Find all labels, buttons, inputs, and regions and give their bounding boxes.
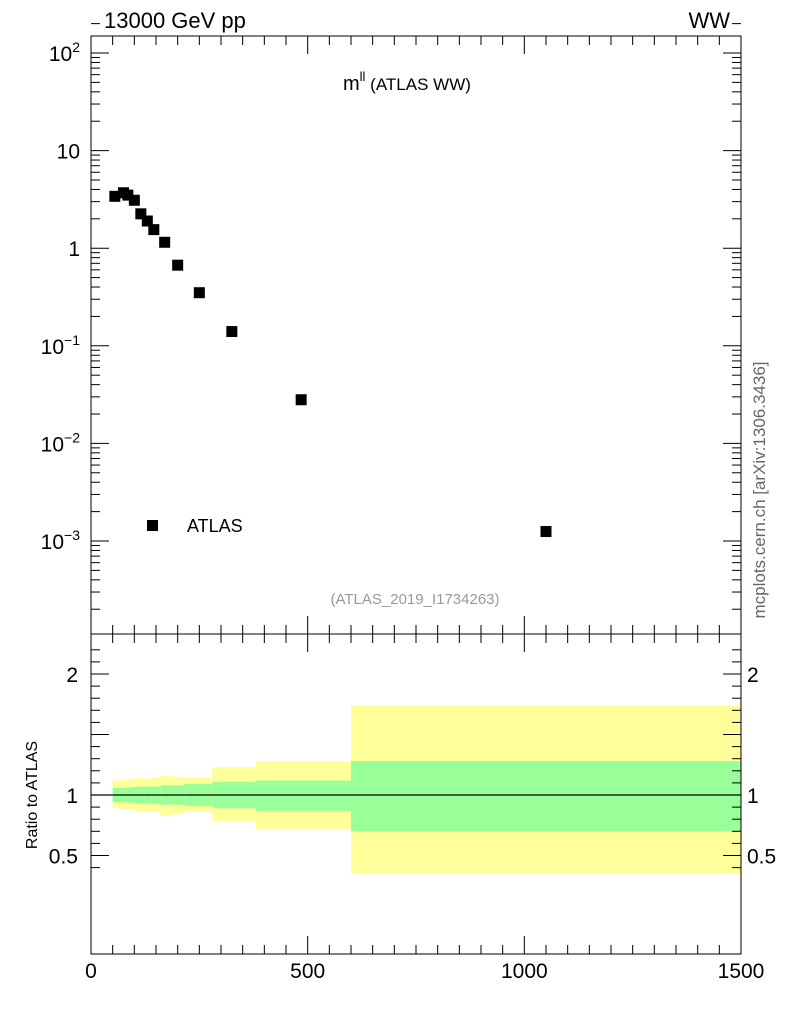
legend-marker-atlas (147, 520, 158, 531)
ratio-inner-band-10 (255, 780, 351, 811)
ratio-y-tick-label-right: 1 (747, 785, 759, 808)
x-tick-label: 0 (85, 960, 97, 983)
chart-title: mll (ATLAS WW) (343, 69, 471, 95)
x-tick-label: 500 (290, 960, 325, 983)
y-tick-label: 1 (68, 238, 80, 261)
legend-label-atlas: ATLAS (187, 516, 243, 536)
data-point (295, 394, 307, 406)
ratio-y-tick-label-left: 2 (66, 664, 78, 687)
data-point (122, 189, 134, 201)
y-tick-label: 10−3 (41, 527, 81, 554)
data-point (226, 326, 238, 338)
ratio-y-tick-label-left: 1 (66, 785, 78, 808)
header-right-label: WW (688, 8, 730, 33)
analysis-label: (ATLAS_2019_I1734263) (330, 591, 499, 608)
y-tick-label: 10 (57, 141, 80, 164)
ratio-inner-band-11 (351, 761, 741, 832)
data-point (159, 236, 171, 248)
y-tick-label: 10−1 (41, 332, 81, 359)
chart-title-main: m (343, 73, 360, 95)
data-point (193, 287, 205, 299)
main-panel: mll (ATLAS WW) (ATLAS_2019_I1734263) 102… (41, 23, 742, 635)
ratio-panel: 2 2 1 1 0.5 0.5 Ratio to ATLAS (24, 633, 776, 955)
y-tick-label: 10−2 (41, 429, 81, 456)
data-point (135, 208, 147, 220)
data-point (540, 526, 552, 538)
legend: ATLAS (147, 516, 243, 536)
ratio-y-tick-label-right: 2 (747, 664, 759, 687)
main-frame (90, 35, 742, 635)
x-tick-label: 1500 (718, 960, 765, 983)
y-tick-label: 102 (49, 39, 80, 66)
side-label: mcplots.cern.ch [arXiv:1306.3436] (750, 361, 769, 618)
data-point (109, 190, 121, 202)
ratio-axis-label: Ratio to ATLAS (24, 741, 41, 849)
data-point (172, 259, 184, 271)
chart-title-sup: ll (360, 69, 366, 84)
data-point (141, 215, 153, 227)
data-point (128, 194, 140, 206)
ratio-y-tick-label-left: 0.5 (49, 846, 78, 869)
header-left-label: 13000 GeV pp (104, 8, 246, 33)
data-point (148, 224, 160, 236)
x-tick-label: 1000 (501, 960, 548, 983)
chart-title-tail: (ATLAS WW) (365, 75, 470, 94)
ratio-y-tick-label-right: 0.5 (747, 846, 776, 869)
